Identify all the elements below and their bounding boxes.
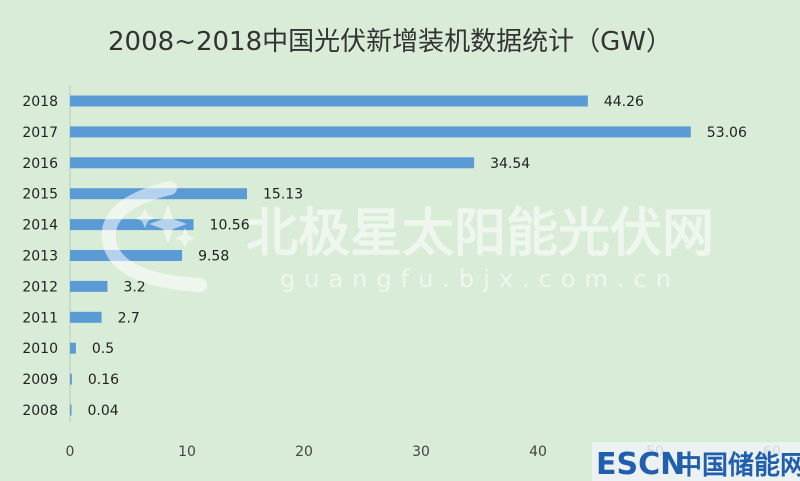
bar-2018 bbox=[70, 95, 588, 107]
brand-logo-text: ESCN bbox=[596, 447, 685, 481]
y-tick-label: 2012 bbox=[22, 279, 58, 295]
data-label: 15.13 bbox=[263, 187, 303, 203]
chart-title: 2008~2018中国光伏新增装机数据统计（GW） bbox=[108, 27, 672, 57]
x-tick-label: 30 bbox=[412, 444, 430, 460]
x-tick-label: 0 bbox=[66, 444, 75, 460]
y-tick-label: 2013 bbox=[22, 249, 58, 265]
data-label: 34.54 bbox=[490, 156, 530, 172]
bar-2011 bbox=[70, 311, 102, 323]
bar-2013 bbox=[70, 250, 183, 261]
data-label: 44.26 bbox=[604, 94, 644, 110]
y-tick-label: 2011 bbox=[22, 310, 58, 326]
y-tick-label: 2015 bbox=[22, 187, 58, 203]
x-tick-label: 20 bbox=[295, 444, 313, 460]
bar-2014 bbox=[70, 219, 194, 231]
x-tick-label: 40 bbox=[529, 444, 547, 460]
y-tick-label: 2009 bbox=[22, 372, 58, 388]
bar-2008 bbox=[70, 404, 72, 416]
data-label: 0.5 bbox=[92, 341, 114, 357]
brand-logo: ESCN 中国储能网 bbox=[592, 442, 800, 481]
bar-2017 bbox=[70, 126, 691, 138]
data-label: 2.7 bbox=[118, 310, 140, 326]
bar-2012 bbox=[70, 280, 108, 292]
watermark-url: guangfu.bjx.com.cn bbox=[280, 265, 680, 293]
y-tick-labels: 2018 2017 2016 2015 2014 2013 2012 2011 2010 2009… bbox=[22, 94, 58, 419]
y-tick-label: 2018 bbox=[22, 94, 58, 110]
x-tick-label: 10 bbox=[178, 444, 196, 460]
data-label: 0.04 bbox=[88, 403, 119, 419]
data-label: 10.56 bbox=[210, 218, 250, 234]
y-tick-label: 2014 bbox=[22, 218, 58, 234]
y-tick-label: 2017 bbox=[22, 125, 58, 141]
data-label: 53.06 bbox=[707, 125, 747, 141]
data-labels: 44.26 53.06 34.54 15.13 10.56 9.58 3.2 2.70.5 0.… bbox=[88, 94, 747, 419]
bar-2010 bbox=[70, 342, 76, 354]
star-logo-icon bbox=[101, 181, 207, 292]
data-label: 3.2 bbox=[123, 279, 145, 295]
brand-name: 中国储能网 bbox=[676, 450, 800, 481]
watermark-name: 北极星太阳能光伏网 bbox=[246, 204, 714, 264]
data-label: 9.58 bbox=[198, 249, 229, 265]
watermark: 北极星太阳能光伏网 guangfu.bjx.com.cn bbox=[101, 181, 714, 293]
data-label: 0.16 bbox=[88, 372, 119, 388]
bar-2016 bbox=[70, 157, 475, 169]
bar-2009 bbox=[70, 373, 72, 385]
y-tick-label: 2010 bbox=[22, 341, 58, 357]
y-tick-label: 2008 bbox=[22, 403, 58, 419]
y-tick-label: 2016 bbox=[22, 156, 58, 172]
